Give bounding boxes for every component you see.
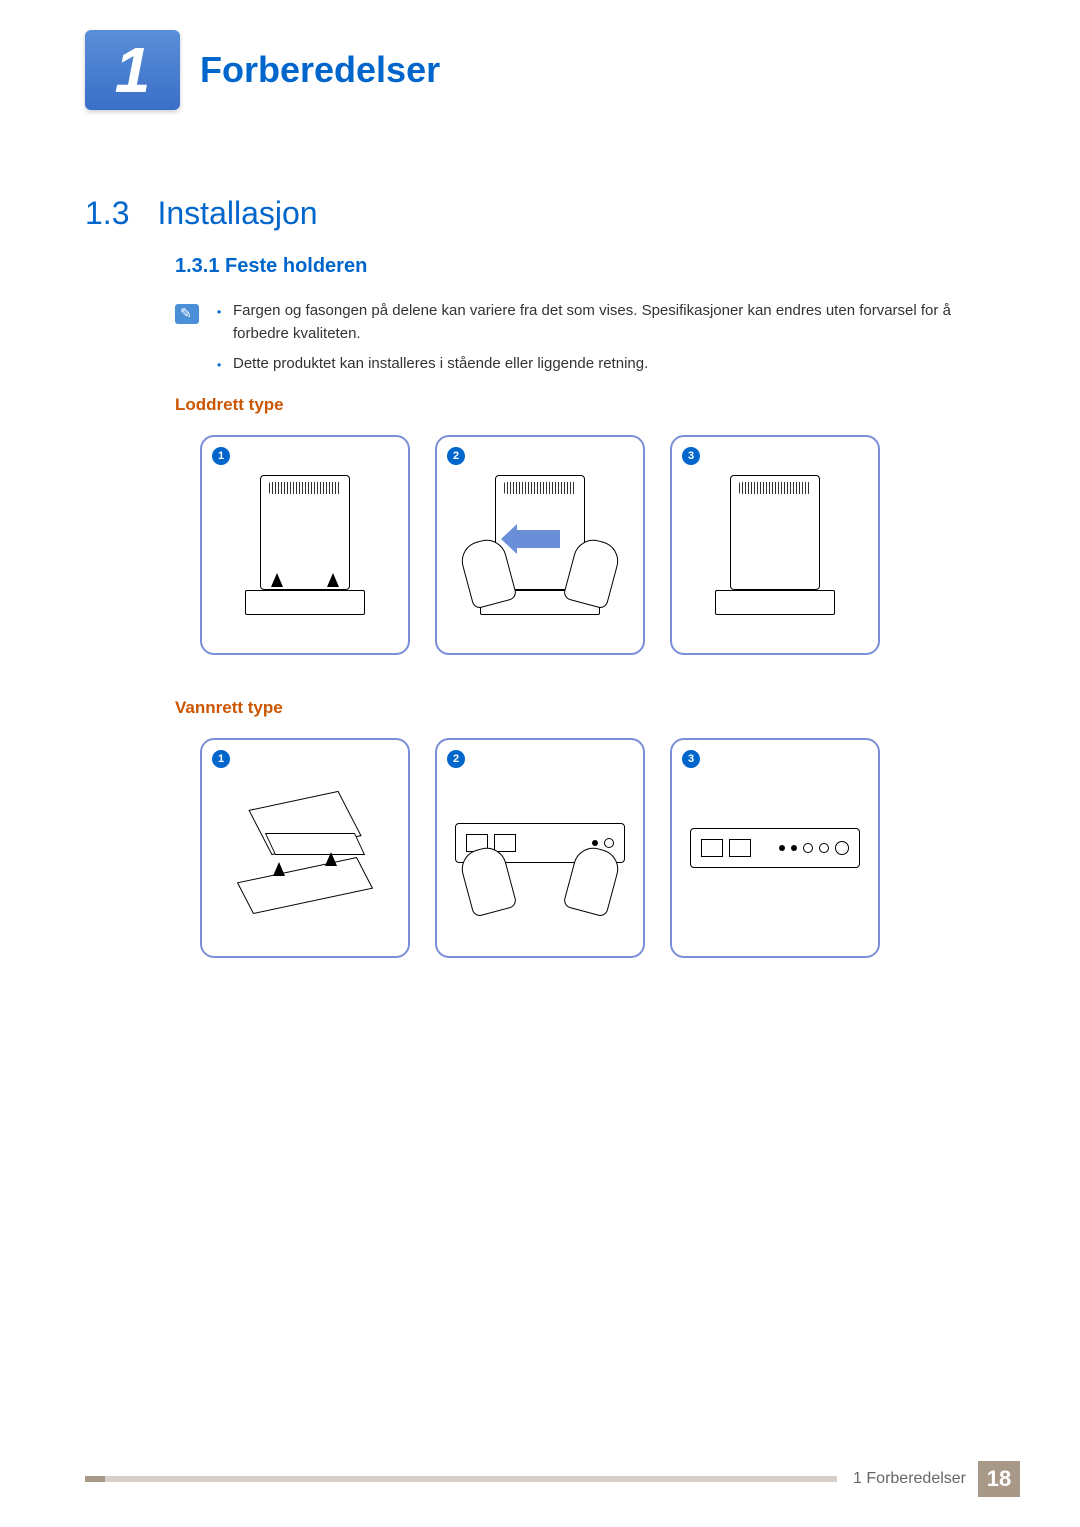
section-heading: 1.3 Installasjon <box>85 195 318 232</box>
footer-chapter-ref: 1 Forberedelser <box>853 1470 966 1488</box>
section-number: 1.3 <box>85 195 129 232</box>
chapter-header: 1 Forberedelser <box>85 30 440 110</box>
step-badge: 2 <box>447 750 465 768</box>
figure-horizontal-insert <box>437 740 643 956</box>
figure-group-label-horizontal: Vannrett type <box>175 698 283 718</box>
footer-page-number: 18 <box>978 1461 1020 1497</box>
figure-vertical-insert <box>437 437 643 653</box>
figure-panel: 1 <box>200 738 410 958</box>
note-pencil-icon <box>175 304 199 324</box>
figure-panel: 3 <box>670 435 880 655</box>
chapter-number: 1 <box>115 33 151 107</box>
step-badge: 3 <box>682 750 700 768</box>
step-badge: 2 <box>447 447 465 465</box>
figure-horizontal-done <box>672 740 878 956</box>
step-badge: 1 <box>212 750 230 768</box>
figure-panel: 3 <box>670 738 880 958</box>
subsection-title: Feste holderen <box>225 255 367 277</box>
figure-group-label-vertical: Loddrett type <box>175 395 284 415</box>
chapter-number-box: 1 <box>85 30 180 110</box>
footer: 1 Forberedelser 18 <box>85 1461 1020 1497</box>
section-title: Installasjon <box>157 195 317 232</box>
figure-row-vertical: 1 2 3 <box>200 435 880 655</box>
subsection-heading: 1.3.1 Feste holderen <box>175 255 367 278</box>
figure-vertical-done <box>672 437 878 653</box>
figure-horizontal-align <box>202 740 408 956</box>
note-block: Fargen og fasongen på delene kan variere… <box>175 300 957 384</box>
subsection-number: 1.3.1 <box>175 255 219 277</box>
note-list: Fargen og fasongen på delene kan variere… <box>217 300 957 384</box>
figure-panel: 2 <box>435 435 645 655</box>
figure-panel: 2 <box>435 738 645 958</box>
step-badge: 1 <box>212 447 230 465</box>
step-badge: 3 <box>682 447 700 465</box>
figure-row-horizontal: 1 2 <box>200 738 880 958</box>
footer-line <box>85 1476 837 1482</box>
chapter-title: Forberedelser <box>200 49 440 91</box>
figure-vertical-align <box>202 437 408 653</box>
note-item: Fargen og fasongen på delene kan variere… <box>217 300 957 345</box>
note-item: Dette produktet kan installeres i ståend… <box>217 353 957 376</box>
figure-panel: 1 <box>200 435 410 655</box>
